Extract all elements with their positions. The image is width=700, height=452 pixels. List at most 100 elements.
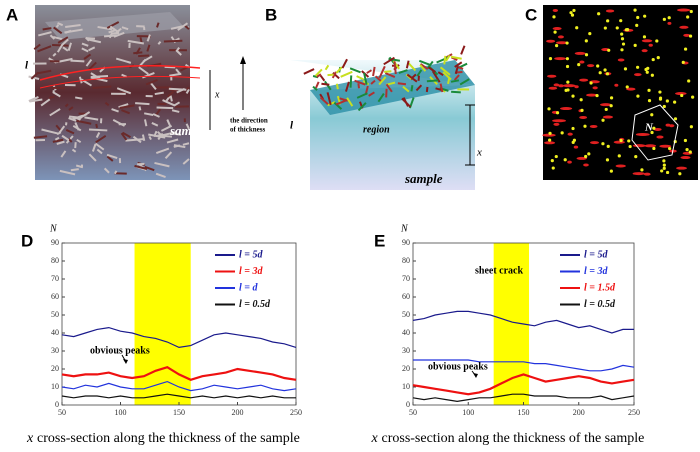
fiber: [97, 25, 113, 31]
fiber-point: [662, 166, 666, 170]
fiber-point: [643, 14, 647, 18]
fiber-section: [567, 132, 573, 136]
fiber-point: [683, 138, 688, 143]
y-tick-label: 0: [406, 400, 410, 409]
panel-label: D: [21, 231, 33, 250]
fiber-point: [609, 169, 613, 173]
y-tick-label: 40: [402, 328, 410, 337]
fiber: [357, 83, 360, 89]
fiber: [74, 122, 80, 131]
fiber: [121, 73, 127, 78]
fiber: [59, 169, 76, 176]
fiber-point: [606, 144, 610, 148]
y-tick-label: 80: [51, 256, 59, 265]
fiber: [109, 25, 120, 34]
fiber-section: [632, 172, 645, 176]
fiber-point: [554, 154, 558, 159]
fiber: [148, 135, 152, 141]
fiber-section: [679, 25, 689, 29]
fiber: [416, 69, 423, 77]
annotation: obvious peaks: [428, 361, 488, 372]
fiber-point: [678, 172, 682, 176]
fiber: [151, 122, 159, 127]
x-tick-label: 50: [409, 408, 417, 417]
fiber-point: [642, 35, 647, 39]
fiber-point: [570, 13, 575, 17]
fiber: [112, 119, 126, 127]
direction-label: of thickness: [230, 126, 265, 134]
fiber: [368, 91, 375, 97]
fiber: [120, 132, 128, 141]
fiber: [436, 56, 449, 64]
fiber: [52, 44, 69, 47]
fiber-point: [662, 163, 666, 167]
fiber: [393, 61, 397, 75]
fiber: [111, 108, 119, 113]
fiber-point: [548, 57, 553, 61]
fiber: [155, 147, 170, 155]
fiber-point: [560, 131, 564, 135]
legend-label: l = 3d: [239, 266, 263, 277]
fiber-section: [579, 78, 589, 82]
fiber-section: [560, 107, 573, 111]
fiber: [138, 106, 142, 111]
fiber: [324, 64, 330, 71]
y-axis-label: N: [400, 223, 409, 234]
fiber-point: [547, 107, 551, 111]
fiber-point: [681, 60, 685, 64]
fiber-section: [599, 103, 612, 107]
x-tick-label: 150: [518, 408, 530, 417]
fiber-point: [688, 34, 693, 38]
fiber-section: [579, 115, 588, 119]
fiber: [54, 136, 60, 141]
fiber-section: [614, 83, 619, 87]
fiber-section: [574, 51, 586, 55]
fiber-point: [647, 99, 652, 103]
fiber: [103, 167, 110, 174]
fiber: [164, 65, 176, 69]
fiber-point: [691, 95, 695, 99]
fiber-point: [571, 140, 575, 144]
y-tick-label: 20: [402, 364, 410, 373]
fiber: [152, 113, 160, 118]
fiber-point: [636, 15, 640, 20]
fiber-point: [620, 32, 624, 36]
fiber: [185, 88, 190, 94]
x-tick-label: 250: [628, 408, 640, 417]
fiber: [443, 55, 447, 65]
fiber: [459, 78, 470, 86]
fiber-point: [625, 85, 629, 89]
sample-label: sample: [404, 171, 443, 186]
fiber-point: [680, 93, 684, 98]
fiber: [397, 82, 407, 86]
annotation: sheet crack: [475, 265, 523, 276]
fiber: [122, 131, 132, 139]
fiber-section: [617, 58, 625, 62]
fiber-section: [677, 8, 691, 12]
fiber-section: [567, 160, 572, 164]
fiber: [103, 34, 118, 38]
fiber: [108, 29, 116, 34]
series-line: [412, 310, 634, 334]
fiber-section: [574, 85, 579, 89]
fiber-point: [565, 57, 569, 61]
y-tick-label: 90: [402, 238, 410, 247]
fiber: [125, 138, 144, 142]
fiber-section: [590, 141, 600, 145]
fiber-section: [632, 144, 646, 148]
fiber: [76, 119, 92, 125]
fiber-section: [634, 73, 642, 77]
fiber: [52, 138, 64, 143]
fiber: [88, 153, 97, 162]
fiber: [64, 103, 69, 108]
fiber: [450, 55, 462, 60]
fiber: [406, 73, 418, 83]
fiber: [92, 85, 112, 89]
fiber: [81, 42, 89, 47]
fiber-point: [548, 138, 552, 142]
y-tick-label: 50: [51, 310, 59, 319]
fiber: [141, 134, 146, 142]
panel-b-image: [290, 45, 475, 190]
fiber: [95, 123, 99, 129]
fiber: [335, 83, 339, 90]
